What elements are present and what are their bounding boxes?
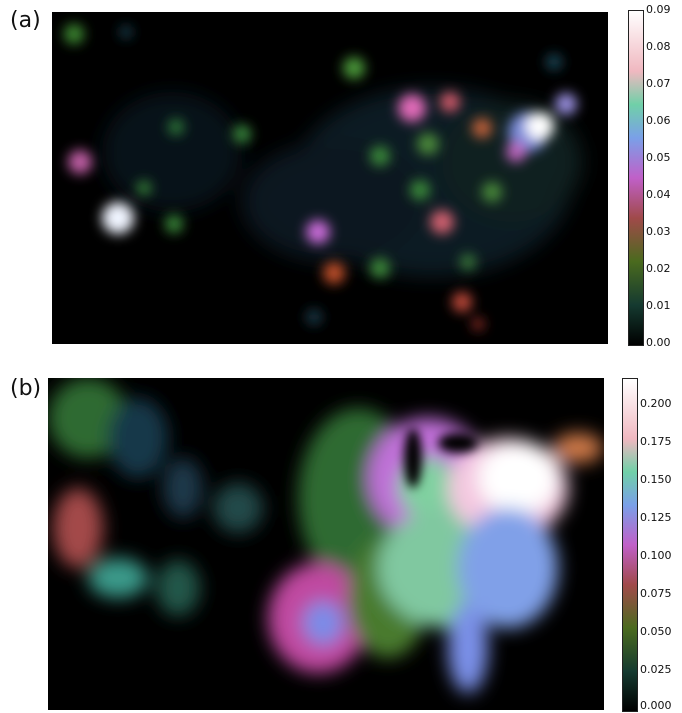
lakes	[404, 428, 478, 488]
panel-a-tick-label: 0.02	[646, 262, 671, 275]
panel-a-tick-label: 0.06	[646, 114, 671, 127]
panel-b-tick-label: 0.050	[640, 625, 672, 638]
panel-a-tick-label: 0.05	[646, 151, 671, 164]
panel-b-tick-label: 0.200	[640, 397, 672, 410]
panel-a-tick-label: 0.03	[646, 225, 671, 238]
panel-b-colorbar	[622, 378, 638, 712]
hotspots	[64, 24, 577, 330]
panel-b-colorbar-gradient	[623, 379, 637, 711]
panel-a-label: (a)	[10, 8, 41, 33]
panel-b-tick-label: 0.175	[640, 435, 672, 448]
panel-a-tick-label: 0.09	[646, 3, 671, 16]
panel-a-tick-label: 0.01	[646, 299, 671, 312]
density-fields	[48, 378, 603, 693]
panel-b-tick-label: 0.150	[640, 473, 672, 486]
panel-a-svg	[64, 24, 582, 330]
panel-b-svg	[48, 378, 603, 693]
panel-b-tick-label: 0.100	[640, 549, 672, 562]
panel-b-heatmap	[48, 378, 604, 710]
panel-a-tick-label: 0.00	[646, 336, 671, 349]
panel-a-tick-label: 0.07	[646, 77, 671, 90]
panel-b-tick-label: 0.000	[640, 699, 672, 712]
panel-a-tick-label: 0.08	[646, 40, 671, 53]
panel-b-tick-label: 0.025	[640, 663, 672, 676]
background-density	[102, 87, 582, 277]
panel-a-heatmap	[52, 12, 608, 344]
panel-a-colorbar	[628, 10, 644, 346]
panel-b-label: (b)	[10, 376, 42, 401]
panel-a-colorbar-gradient	[629, 11, 643, 345]
panel-a-tick-label: 0.04	[646, 188, 671, 201]
panel-b-tick-label: 0.125	[640, 511, 672, 524]
panel-b-tick-label: 0.075	[640, 587, 672, 600]
